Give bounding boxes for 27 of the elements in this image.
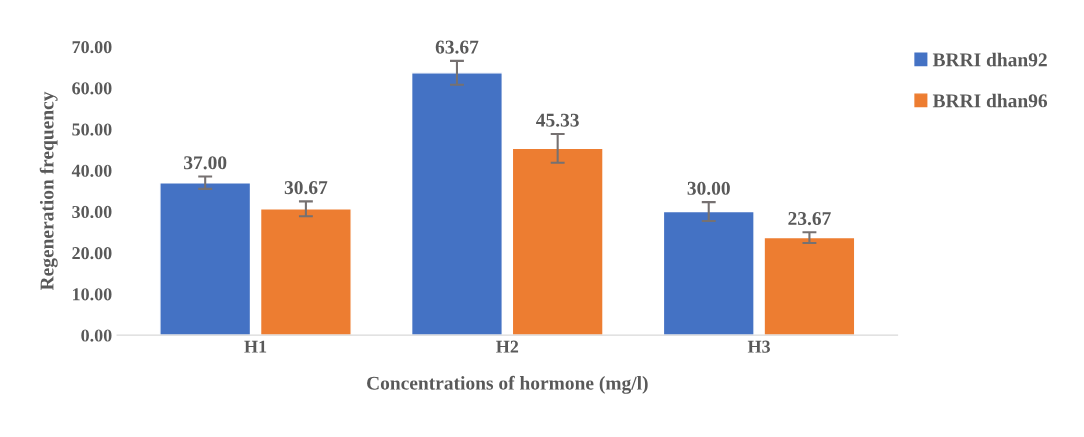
x-tick-label: H1: [244, 340, 267, 353]
legend-label: BRRI dhan96: [932, 93, 1048, 108]
bar: [511, 147, 604, 336]
data-label: 30.67: [284, 181, 328, 195]
legend-label: BRRI dhan92: [932, 52, 1047, 67]
data-label: 63.67: [435, 40, 479, 54]
data-label: 45.33: [536, 113, 579, 127]
data-label: 30.00: [687, 181, 730, 195]
bar: [410, 72, 503, 336]
x-tick-label: H3: [747, 340, 770, 353]
y-tick-label: 70.00: [72, 41, 112, 54]
bar: [259, 208, 352, 336]
y-axis-title: Regeneration frequency: [39, 91, 58, 291]
y-tick-label: 40.00: [71, 164, 112, 177]
y-tick-label: 20.00: [72, 247, 112, 260]
y-tick-label: 10.00: [73, 288, 112, 301]
bar: [662, 210, 755, 336]
data-label: 37.00: [184, 156, 227, 170]
x-axis-title: Concentrations of hormone (mg/l): [367, 375, 648, 394]
y-tick-label: 60.00: [72, 82, 112, 95]
bar: [159, 182, 252, 336]
y-tick-label: 50.00: [72, 123, 112, 136]
y-tick-label: 0.00: [81, 329, 112, 342]
data-label: 23.67: [788, 211, 831, 226]
x-tick-label: H2: [496, 340, 519, 353]
bar: [763, 236, 856, 336]
y-tick-label: 30.00: [72, 205, 112, 219]
